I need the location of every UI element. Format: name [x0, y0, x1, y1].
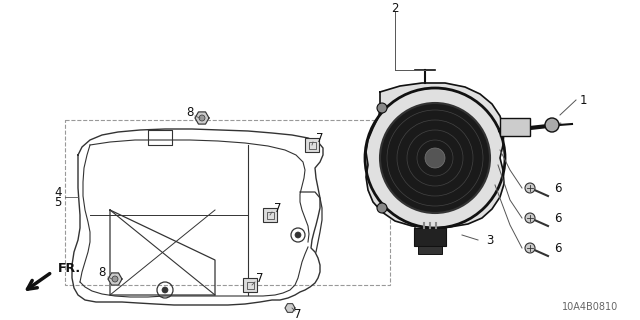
Bar: [418, 246, 442, 254]
Bar: [414, 228, 446, 246]
Bar: [308, 141, 316, 148]
Text: 10A4B0810: 10A4B0810: [562, 302, 618, 312]
Circle shape: [525, 243, 535, 253]
Text: 7: 7: [316, 132, 324, 145]
Text: 6: 6: [554, 181, 562, 195]
Bar: [305, 138, 319, 152]
Bar: [266, 212, 273, 219]
Text: 6: 6: [554, 212, 562, 225]
Text: 7: 7: [294, 308, 301, 320]
Circle shape: [380, 103, 490, 213]
Polygon shape: [195, 112, 209, 124]
Bar: [263, 208, 277, 222]
Circle shape: [425, 148, 445, 168]
Text: 4: 4: [54, 186, 61, 198]
Circle shape: [295, 232, 301, 238]
Polygon shape: [108, 273, 122, 285]
Text: 8: 8: [186, 106, 194, 118]
Bar: [500, 118, 530, 136]
Polygon shape: [366, 83, 504, 228]
Bar: [65, 120, 390, 285]
Text: 1: 1: [579, 93, 587, 107]
Circle shape: [112, 276, 118, 282]
Polygon shape: [285, 304, 295, 312]
Bar: [243, 278, 257, 292]
Text: 5: 5: [54, 196, 61, 209]
Text: 3: 3: [486, 234, 493, 246]
Circle shape: [525, 213, 535, 223]
Circle shape: [525, 183, 535, 193]
Text: 7: 7: [275, 202, 282, 214]
Text: FR.: FR.: [58, 261, 81, 275]
Circle shape: [162, 287, 168, 293]
Text: 8: 8: [99, 267, 106, 279]
Circle shape: [377, 103, 387, 113]
Circle shape: [377, 203, 387, 213]
Circle shape: [199, 115, 205, 121]
Circle shape: [545, 118, 559, 132]
Text: 2: 2: [391, 2, 399, 14]
Text: 7: 7: [256, 271, 264, 284]
Text: 6: 6: [554, 242, 562, 254]
Bar: [246, 282, 253, 289]
